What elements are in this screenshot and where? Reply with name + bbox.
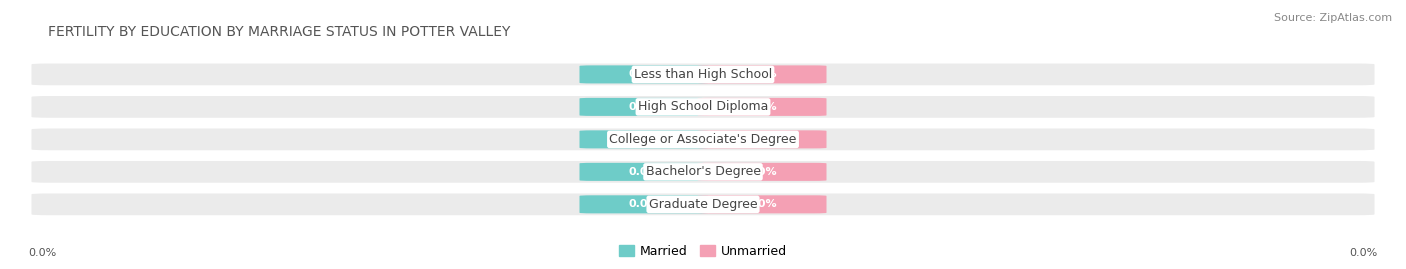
Legend: Married, Unmarried: Married, Unmarried [613, 239, 793, 263]
Text: 0.0%: 0.0% [628, 69, 659, 79]
FancyBboxPatch shape [31, 63, 1375, 85]
FancyBboxPatch shape [579, 195, 709, 213]
FancyBboxPatch shape [579, 130, 709, 148]
Text: College or Associate's Degree: College or Associate's Degree [609, 133, 797, 146]
Text: Less than High School: Less than High School [634, 68, 772, 81]
Text: Graduate Degree: Graduate Degree [648, 198, 758, 211]
Text: 0.0%: 0.0% [1350, 248, 1378, 258]
FancyBboxPatch shape [31, 96, 1375, 118]
Text: FERTILITY BY EDUCATION BY MARRIAGE STATUS IN POTTER VALLEY: FERTILITY BY EDUCATION BY MARRIAGE STATU… [48, 25, 510, 39]
FancyBboxPatch shape [697, 163, 827, 181]
FancyBboxPatch shape [579, 98, 709, 116]
Text: 0.0%: 0.0% [628, 199, 659, 209]
FancyBboxPatch shape [579, 163, 709, 181]
Text: 0.0%: 0.0% [747, 69, 778, 79]
Text: 0.0%: 0.0% [747, 167, 778, 177]
Text: 0.0%: 0.0% [28, 248, 56, 258]
Text: 0.0%: 0.0% [628, 102, 659, 112]
FancyBboxPatch shape [697, 98, 827, 116]
FancyBboxPatch shape [697, 195, 827, 213]
FancyBboxPatch shape [31, 161, 1375, 183]
FancyBboxPatch shape [697, 130, 827, 148]
Text: 0.0%: 0.0% [747, 199, 778, 209]
Text: Bachelor's Degree: Bachelor's Degree [645, 165, 761, 178]
Text: High School Diploma: High School Diploma [638, 100, 768, 114]
Text: 0.0%: 0.0% [628, 134, 659, 144]
Text: Source: ZipAtlas.com: Source: ZipAtlas.com [1274, 13, 1392, 23]
FancyBboxPatch shape [697, 65, 827, 83]
FancyBboxPatch shape [579, 65, 709, 83]
Text: 0.0%: 0.0% [747, 134, 778, 144]
FancyBboxPatch shape [31, 193, 1375, 215]
Text: 0.0%: 0.0% [747, 102, 778, 112]
FancyBboxPatch shape [31, 129, 1375, 150]
Text: 0.0%: 0.0% [628, 167, 659, 177]
